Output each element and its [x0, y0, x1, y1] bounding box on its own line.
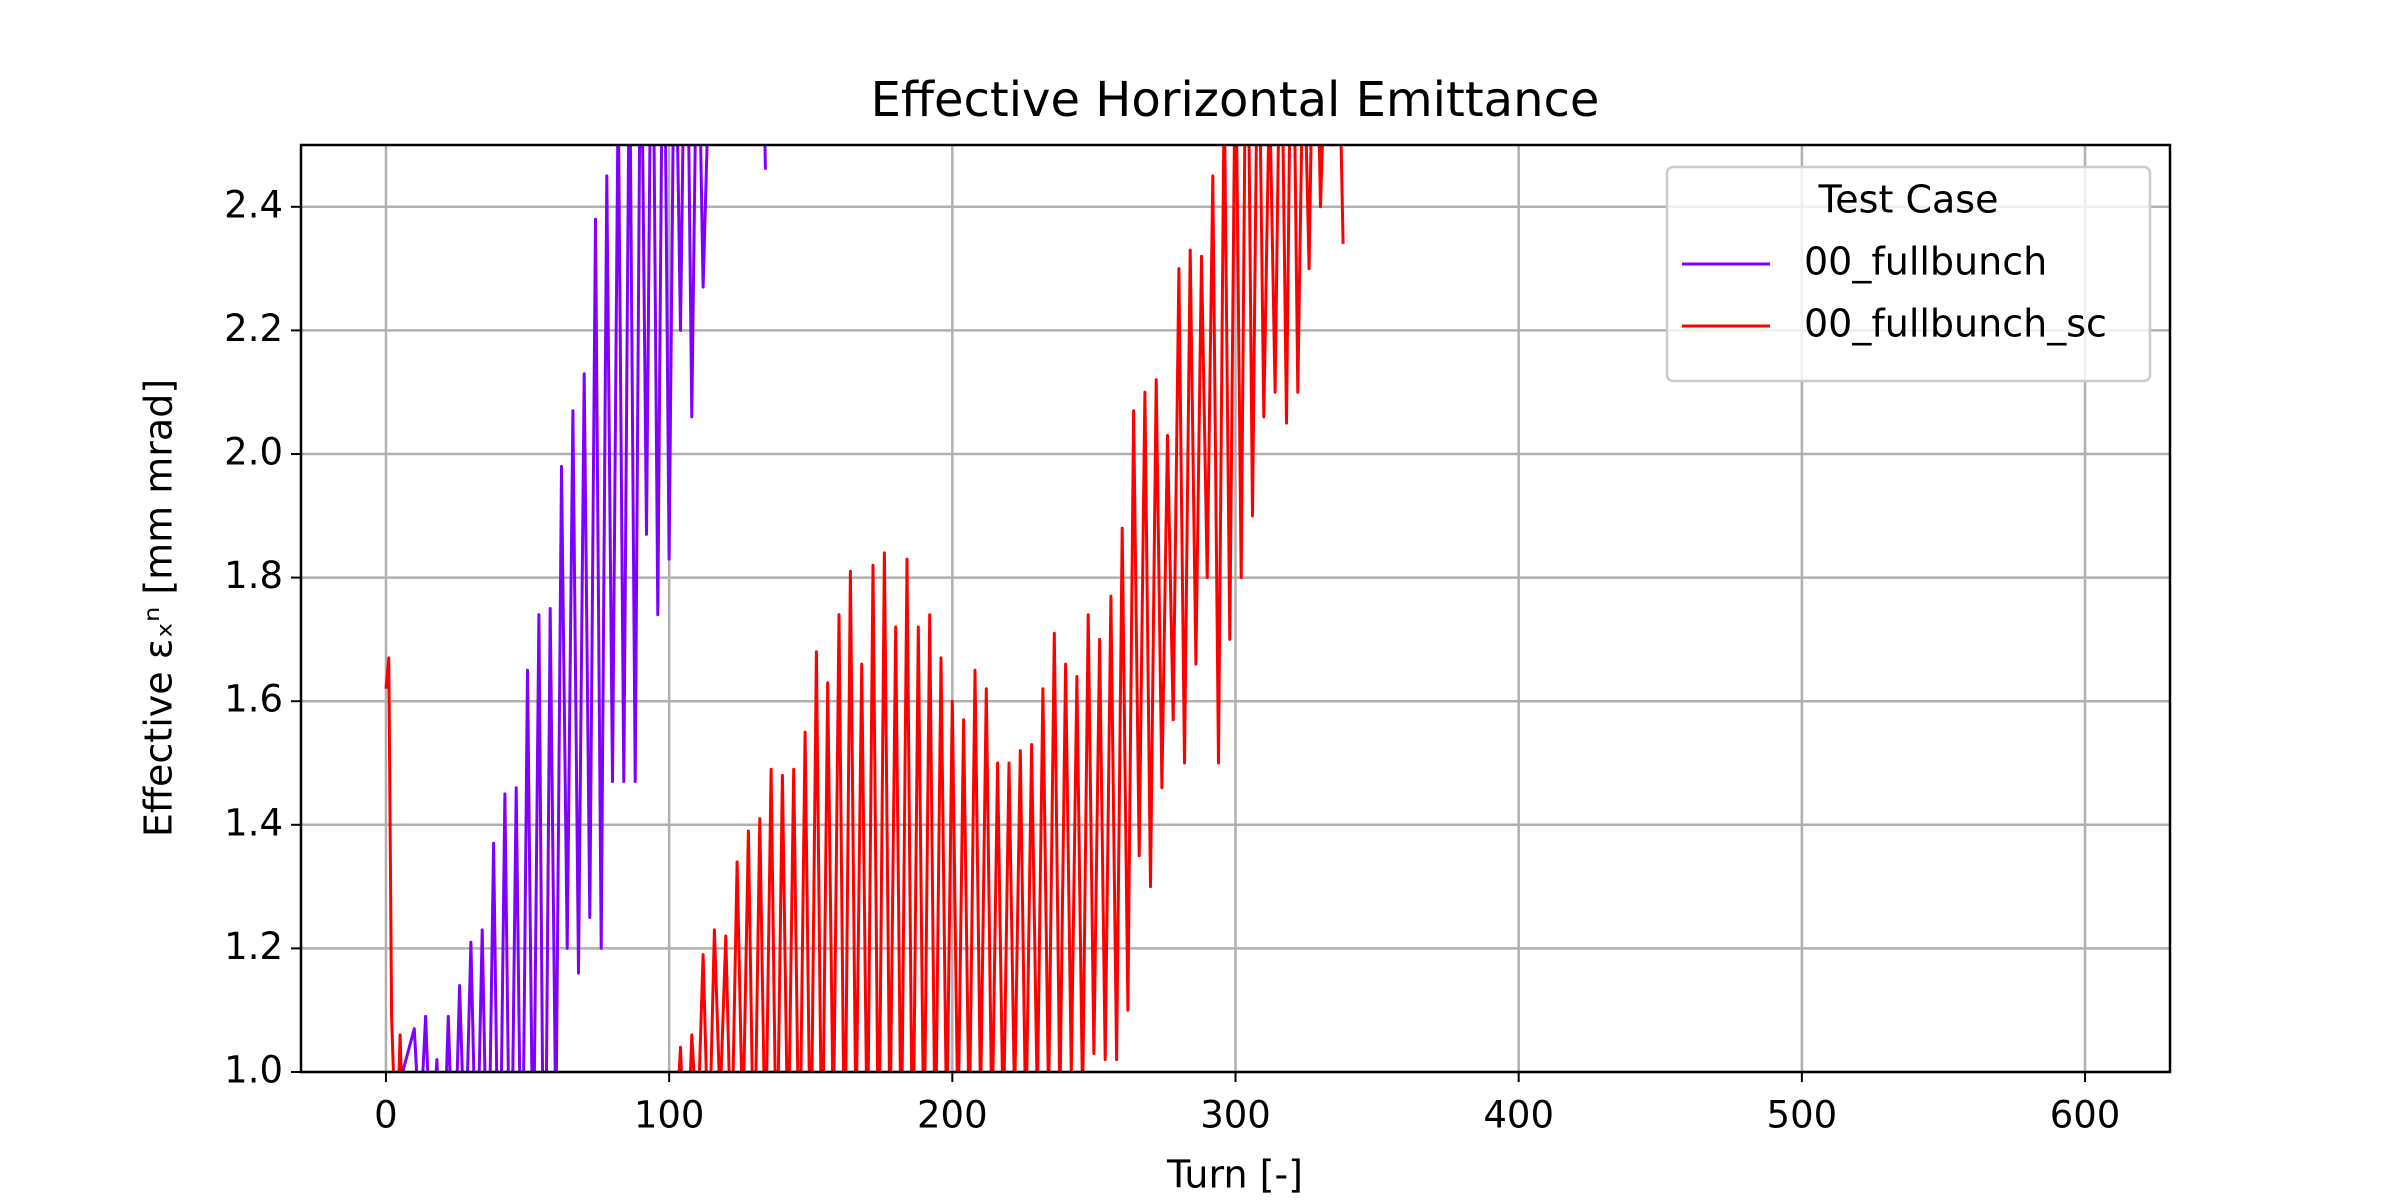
- chart-title: Effective Horizontal Emittance: [871, 72, 1600, 128]
- y-tick-label: 1.0: [224, 1049, 283, 1092]
- x-axis-label: Turn [-]: [1166, 1153, 1303, 1197]
- x-tick-label: 500: [1767, 1094, 1838, 1137]
- labels: 0 100 200 300 400 500 600 1.0 1.2 1.4 1.6 1.8 2.0 2.2…: [224, 183, 2120, 1136]
- x-tick-label: 200: [917, 1094, 988, 1137]
- plot-area: [384, 145, 1345, 1072]
- y-tick-label: 2.2: [224, 307, 283, 350]
- legend-title: Test Case: [1818, 178, 1999, 222]
- legend-box: [1665, 165, 2152, 383]
- data-line: [384, 145, 1345, 1072]
- x-tick-label: 100: [634, 1094, 705, 1137]
- y-tick-label: 1.4: [224, 801, 283, 844]
- x-tick-label: 0: [374, 1094, 398, 1137]
- x-tick-label: 400: [1483, 1094, 1554, 1137]
- legend: Test Case 00_fullbunch 00_fullbunch_sc: [1665, 165, 2152, 383]
- data-line: [401, 145, 767, 1072]
- x-tick-label: 300: [1200, 1094, 1271, 1137]
- x-tick-label: 600: [2050, 1094, 2121, 1137]
- legend-label: 00_fullbunch_sc: [1804, 302, 2107, 346]
- y-tick-label: 1.6: [224, 678, 283, 721]
- y-tick-label: 2.0: [224, 431, 283, 474]
- y-tick-label: 1.8: [224, 554, 283, 597]
- y-axis-label: Effective εₓⁿ [mm mrad]: [137, 379, 181, 837]
- legend-label: 00_fullbunch: [1804, 240, 2047, 284]
- y-tick-label: 2.4: [224, 183, 283, 226]
- y-tick-label: 1.2: [224, 925, 283, 968]
